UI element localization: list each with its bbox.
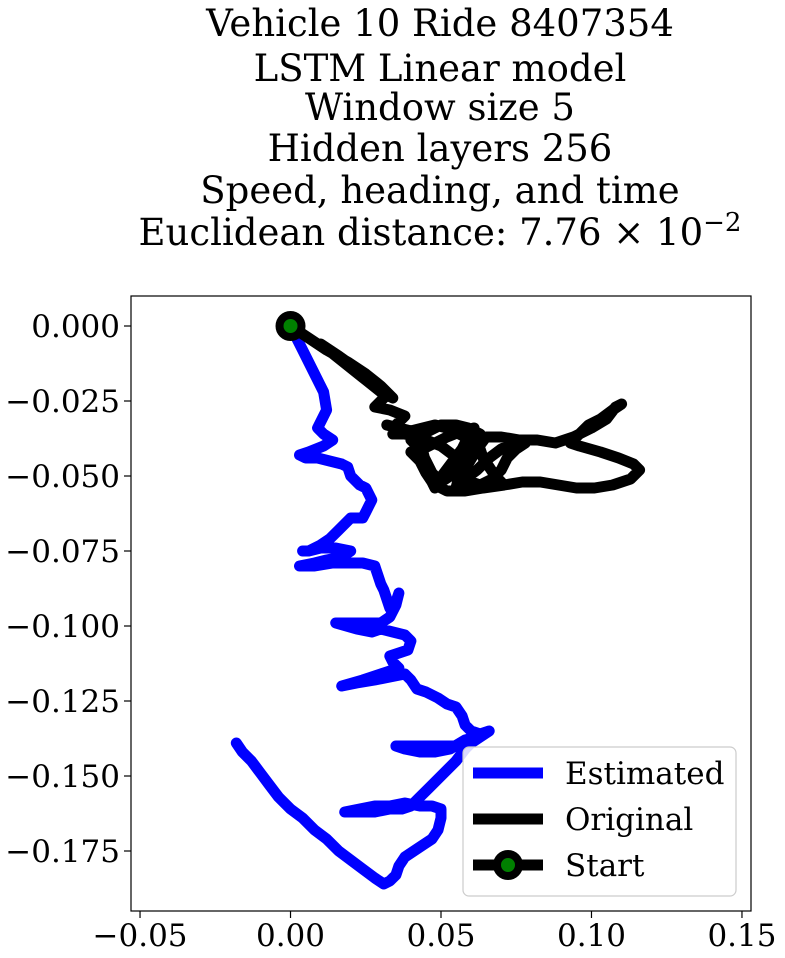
title-line-5: Speed, heading, and time bbox=[200, 169, 679, 212]
y-tick-label: −0.025 bbox=[5, 384, 120, 420]
title-line-1: Vehicle 10 Ride 8407354 bbox=[205, 2, 674, 45]
x-tick-label: 0.00 bbox=[256, 918, 325, 954]
title-line-base: Euclidean distance: 7.76 × 10 bbox=[139, 211, 704, 254]
legend-box bbox=[462, 746, 737, 897]
plot-series bbox=[230, 320, 646, 890]
x-tick-label: −0.05 bbox=[93, 918, 188, 954]
x-tick-label: 0.15 bbox=[707, 918, 776, 954]
y-tick-label: −0.150 bbox=[5, 759, 120, 795]
y-tick-label: −0.100 bbox=[5, 609, 120, 645]
y-tick-label: −0.175 bbox=[5, 834, 120, 870]
x-axis: −0.05 0.00 0.05 0.10 0.15 bbox=[93, 911, 776, 954]
title-exponent: −2 bbox=[703, 208, 741, 238]
legend-label-original: Original bbox=[565, 802, 693, 838]
y-tick-label: −0.050 bbox=[5, 459, 120, 495]
legend-label-start: Start bbox=[565, 848, 645, 884]
x-tick-label: 0.10 bbox=[557, 918, 626, 954]
y-axis: 0.000 −0.025 −0.050 −0.075 −0.100 −0.125 −0.15… bbox=[5, 309, 131, 870]
legend: Estimated Original Start bbox=[462, 746, 737, 897]
legend-start-marker bbox=[493, 850, 523, 880]
start-marker-group bbox=[275, 311, 306, 341]
y-tick-label: −0.075 bbox=[5, 534, 120, 570]
y-tick-label: 0.000 bbox=[31, 309, 120, 345]
title-line-6: Euclidean distance: 7.76 × 10−2 bbox=[139, 208, 742, 254]
series-line-estimated bbox=[230, 320, 495, 890]
y-tick-label: −0.125 bbox=[5, 684, 120, 720]
title-line-2: LSTM Linear model bbox=[254, 47, 627, 90]
title-line-3: Window size 5 bbox=[305, 86, 575, 129]
title-line-4: Hidden layers 256 bbox=[268, 127, 613, 170]
start-marker bbox=[275, 311, 306, 341]
x-tick-label: 0.05 bbox=[406, 918, 475, 954]
series-line-original bbox=[285, 320, 646, 497]
legend-label-estimated: Estimated bbox=[565, 756, 724, 792]
